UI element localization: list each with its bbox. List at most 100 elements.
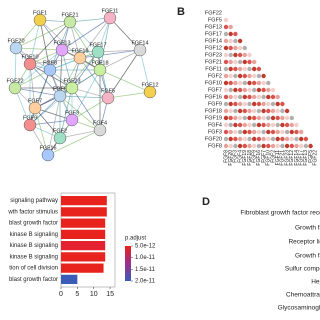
network-edge	[61, 49, 73, 89]
correlation-dot	[270, 129, 276, 135]
correlation-dot	[294, 129, 299, 135]
node-label: FGF12	[141, 82, 158, 88]
correlation-dot	[223, 101, 229, 107]
y-tick-label: wth factor stimulus	[7, 209, 58, 215]
network-edge	[29, 57, 81, 65]
correlation-dot	[261, 115, 266, 121]
row-label: FGF23	[205, 52, 222, 58]
correlation-dot	[233, 73, 238, 79]
correlation-dot	[228, 94, 233, 100]
correlation-dot	[228, 122, 233, 128]
bar	[61, 196, 107, 206]
network-edge	[39, 19, 81, 59]
correlation-dot	[233, 143, 238, 149]
row-label: FGF19	[205, 115, 222, 121]
correlation-dot	[237, 136, 243, 142]
correlation-dot	[233, 122, 238, 128]
correlation-dot	[252, 136, 257, 142]
column-label: FGF8	[223, 150, 229, 163]
bar	[61, 263, 104, 273]
correlation-dot	[223, 66, 229, 72]
correlation-dot	[266, 108, 271, 114]
colorbar-label: 1.0e-11	[135, 255, 156, 261]
column-label: FGF22	[313, 150, 319, 166]
network-edge	[59, 57, 81, 97]
column-label: FGF10	[266, 150, 272, 166]
node-label: FGF18	[91, 60, 108, 66]
correlation-dot	[303, 143, 309, 149]
y-tick-label: blast growth factor	[9, 277, 58, 283]
correlation-dot	[233, 87, 238, 93]
correlation-dot	[252, 101, 257, 107]
column-label: FGF11	[275, 150, 281, 165]
network-edge	[29, 63, 61, 97]
correlation-dot	[228, 45, 233, 51]
correlation-dot	[242, 122, 247, 128]
correlation-dot	[242, 45, 247, 51]
correlation-dot	[294, 143, 299, 149]
network-node	[103, 11, 117, 25]
correlation-dot	[256, 80, 262, 86]
correlation-dot	[242, 80, 247, 86]
correlation-dot	[237, 87, 243, 93]
column-label: FGF13	[303, 150, 309, 166]
network-node	[28, 101, 42, 115]
correlation-dot	[233, 94, 238, 100]
node-label: FGF16	[39, 145, 56, 151]
bar	[61, 274, 78, 284]
column-label: FGF21	[280, 150, 286, 166]
correlation-dot	[223, 122, 229, 128]
legend-title: p.adjust	[125, 236, 146, 242]
correlation-dot	[256, 66, 262, 72]
bar	[61, 241, 106, 251]
y-tick-label: blast growth factor	[9, 221, 58, 227]
correlation-dot	[266, 80, 271, 86]
correlation-dot	[223, 129, 229, 135]
column-label: FGF18	[247, 150, 253, 166]
correlation-dot	[252, 129, 257, 135]
correlation-dot	[280, 122, 285, 128]
correlation-dot	[256, 143, 262, 149]
correlation-dot	[261, 136, 266, 142]
correlation-dot	[237, 66, 243, 72]
correlation-dot	[270, 136, 276, 142]
row-label: FGF5	[208, 17, 222, 23]
column-label: FGF12	[289, 150, 295, 166]
correlation-dot	[233, 52, 238, 58]
correlation-dot	[280, 129, 285, 135]
correlation-dot	[280, 136, 285, 142]
x-tick-label: 0	[59, 291, 63, 298]
correlation-dot	[233, 101, 238, 107]
column-label: FGF20	[228, 150, 234, 166]
correlation-dot	[280, 115, 285, 121]
correlation-dot	[256, 115, 262, 121]
correlation-dot	[223, 87, 229, 93]
network-edge	[14, 69, 51, 89]
network-edge	[79, 49, 141, 59]
plot-frame	[60, 192, 116, 288]
correlation-dot	[223, 80, 229, 86]
node-label: FGF14	[131, 40, 148, 46]
row-label: FGF8	[208, 143, 222, 149]
correlation-dot	[223, 108, 229, 114]
network-node	[33, 13, 47, 27]
correlation-dot	[247, 122, 252, 128]
correlation-dot	[237, 101, 243, 107]
network-edge	[47, 95, 61, 156]
network-node	[65, 81, 79, 95]
correlation-dot	[252, 108, 257, 114]
correlation-dot	[289, 129, 294, 135]
correlation-dot	[223, 38, 229, 44]
network-edge	[79, 57, 109, 99]
column-label: FGF16	[256, 150, 262, 166]
column-label: FGF23	[284, 150, 290, 166]
node-label: FGF4	[93, 120, 107, 126]
network-node	[143, 85, 157, 99]
network-node	[55, 43, 69, 57]
network-edge	[34, 107, 49, 156]
correlation-dot	[237, 38, 243, 44]
colorbar-label: 1.5e-11	[135, 267, 156, 273]
node-label: FGF11	[102, 8, 119, 14]
row-label: FGF13	[205, 24, 222, 30]
correlation-dot	[299, 129, 304, 135]
